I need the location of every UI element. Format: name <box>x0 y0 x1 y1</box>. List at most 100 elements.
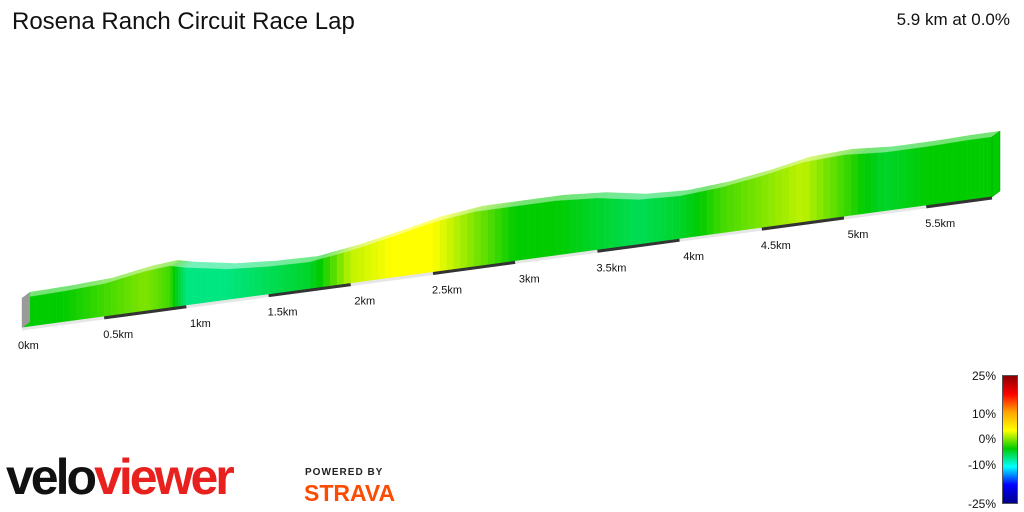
profile-top-segment <box>138 265 154 274</box>
distance-scale-segment <box>432 260 516 275</box>
profile-segment <box>652 197 660 244</box>
profile-segment <box>658 197 667 243</box>
profile-top-segment <box>802 155 818 163</box>
profile-top-segment <box>289 257 305 265</box>
profile-segment <box>323 256 331 288</box>
profile-segment <box>412 227 420 276</box>
profile-top-segment <box>316 252 332 261</box>
profile-top-segment <box>56 285 72 293</box>
legend-label-10: 10% <box>971 407 996 421</box>
profile-segment <box>145 270 150 312</box>
profile-segment <box>789 164 797 225</box>
profile-segment <box>672 196 680 241</box>
distance-scale-segment <box>597 238 680 253</box>
profile-segment <box>384 236 393 280</box>
profile-top-segment <box>175 260 187 267</box>
x-tick-label: 1km <box>190 318 211 330</box>
profile-segment <box>330 254 338 287</box>
profile-top-segment <box>186 261 202 269</box>
profile-top-segment <box>816 152 832 161</box>
x-tick-label: 2km <box>354 296 375 308</box>
profile-top-segment <box>953 135 969 143</box>
profile-segment <box>35 294 43 327</box>
profile-top-segment <box>631 193 647 200</box>
profile-top-segment <box>385 231 400 240</box>
profile-top-segment <box>652 191 668 199</box>
profile-segment <box>268 265 276 295</box>
profile-segment <box>426 222 434 274</box>
profile-top-segment <box>515 199 531 207</box>
profile-top-segment <box>49 286 65 294</box>
profile-segment <box>631 199 639 246</box>
profile-top-segment <box>809 154 825 162</box>
profile-segment <box>480 209 488 267</box>
profile-segment <box>56 291 64 324</box>
profile-segment <box>939 143 947 205</box>
profile-segment <box>624 199 632 247</box>
profile-segment <box>569 199 578 255</box>
profile-segment <box>83 286 91 320</box>
profile-segment <box>157 267 162 310</box>
profile-segment <box>227 268 235 301</box>
profile-top-segment <box>63 284 78 292</box>
profile-top-segment <box>391 228 407 238</box>
profile-segment <box>971 139 976 200</box>
profile-top-segment <box>104 275 120 284</box>
profile-segment <box>138 271 146 313</box>
profile-segment <box>912 147 920 208</box>
profile-segment <box>891 150 899 211</box>
profile-segment <box>494 208 502 265</box>
x-tick-label: 1.5km <box>268 307 298 319</box>
profile-top-segment <box>960 134 976 142</box>
profile-segment <box>104 281 112 318</box>
distance-scale-segment <box>186 294 269 309</box>
profile-segment <box>275 265 283 294</box>
profile-top-segment <box>665 190 681 198</box>
profile-segment <box>610 198 619 249</box>
profile-segment <box>693 191 701 238</box>
profile-segment <box>432 220 441 273</box>
profile-top-segment <box>83 280 99 288</box>
profile-segment <box>117 277 125 316</box>
profile-segment <box>782 166 790 226</box>
profile-segment <box>515 205 523 262</box>
profile-top-segment <box>971 133 984 140</box>
page-title: Rosena Ranch Circuit Race Lap <box>12 8 355 35</box>
profile-segment <box>528 203 536 260</box>
veloviewer-logo[interactable]: veloviewer <box>6 448 235 506</box>
strava-logo[interactable]: STRAVA <box>304 480 396 506</box>
profile-segment <box>220 268 228 302</box>
x-tick-label: 4.5km <box>761 240 791 252</box>
profile-segment <box>405 229 413 277</box>
profile-top-segment <box>796 156 811 165</box>
profile-segment <box>857 153 865 216</box>
profile-top-segment <box>837 148 853 157</box>
profile-top-segment <box>439 212 455 221</box>
x-tick-label: 4km <box>683 251 704 263</box>
profile-segment <box>754 175 762 230</box>
profile-segment <box>172 266 176 308</box>
profile-top-segment <box>535 196 551 204</box>
profile-segment <box>617 198 625 248</box>
profile-top-segment <box>501 201 517 209</box>
profile-top-segment <box>474 205 489 212</box>
profile-top-segment <box>309 254 325 263</box>
profile-top-segment <box>885 145 900 153</box>
profile-top-segment <box>782 161 798 170</box>
profile-top-segment <box>302 256 318 263</box>
profile-segment <box>364 243 372 282</box>
profile-segment <box>69 288 77 322</box>
profile-top-segment <box>157 261 170 269</box>
profile-top-segment <box>734 175 750 184</box>
profile-top-segment <box>659 191 674 198</box>
profile-top-segment <box>296 256 311 264</box>
profile-top-segment <box>213 262 229 270</box>
profile-top-segment <box>686 187 702 195</box>
profile-top-segment <box>939 137 955 145</box>
profile-segment <box>830 156 838 220</box>
profile-segment <box>199 268 208 305</box>
profile-top-segment <box>193 262 209 269</box>
profile-top-segment <box>987 131 1000 138</box>
profile-top-segment <box>775 163 791 172</box>
